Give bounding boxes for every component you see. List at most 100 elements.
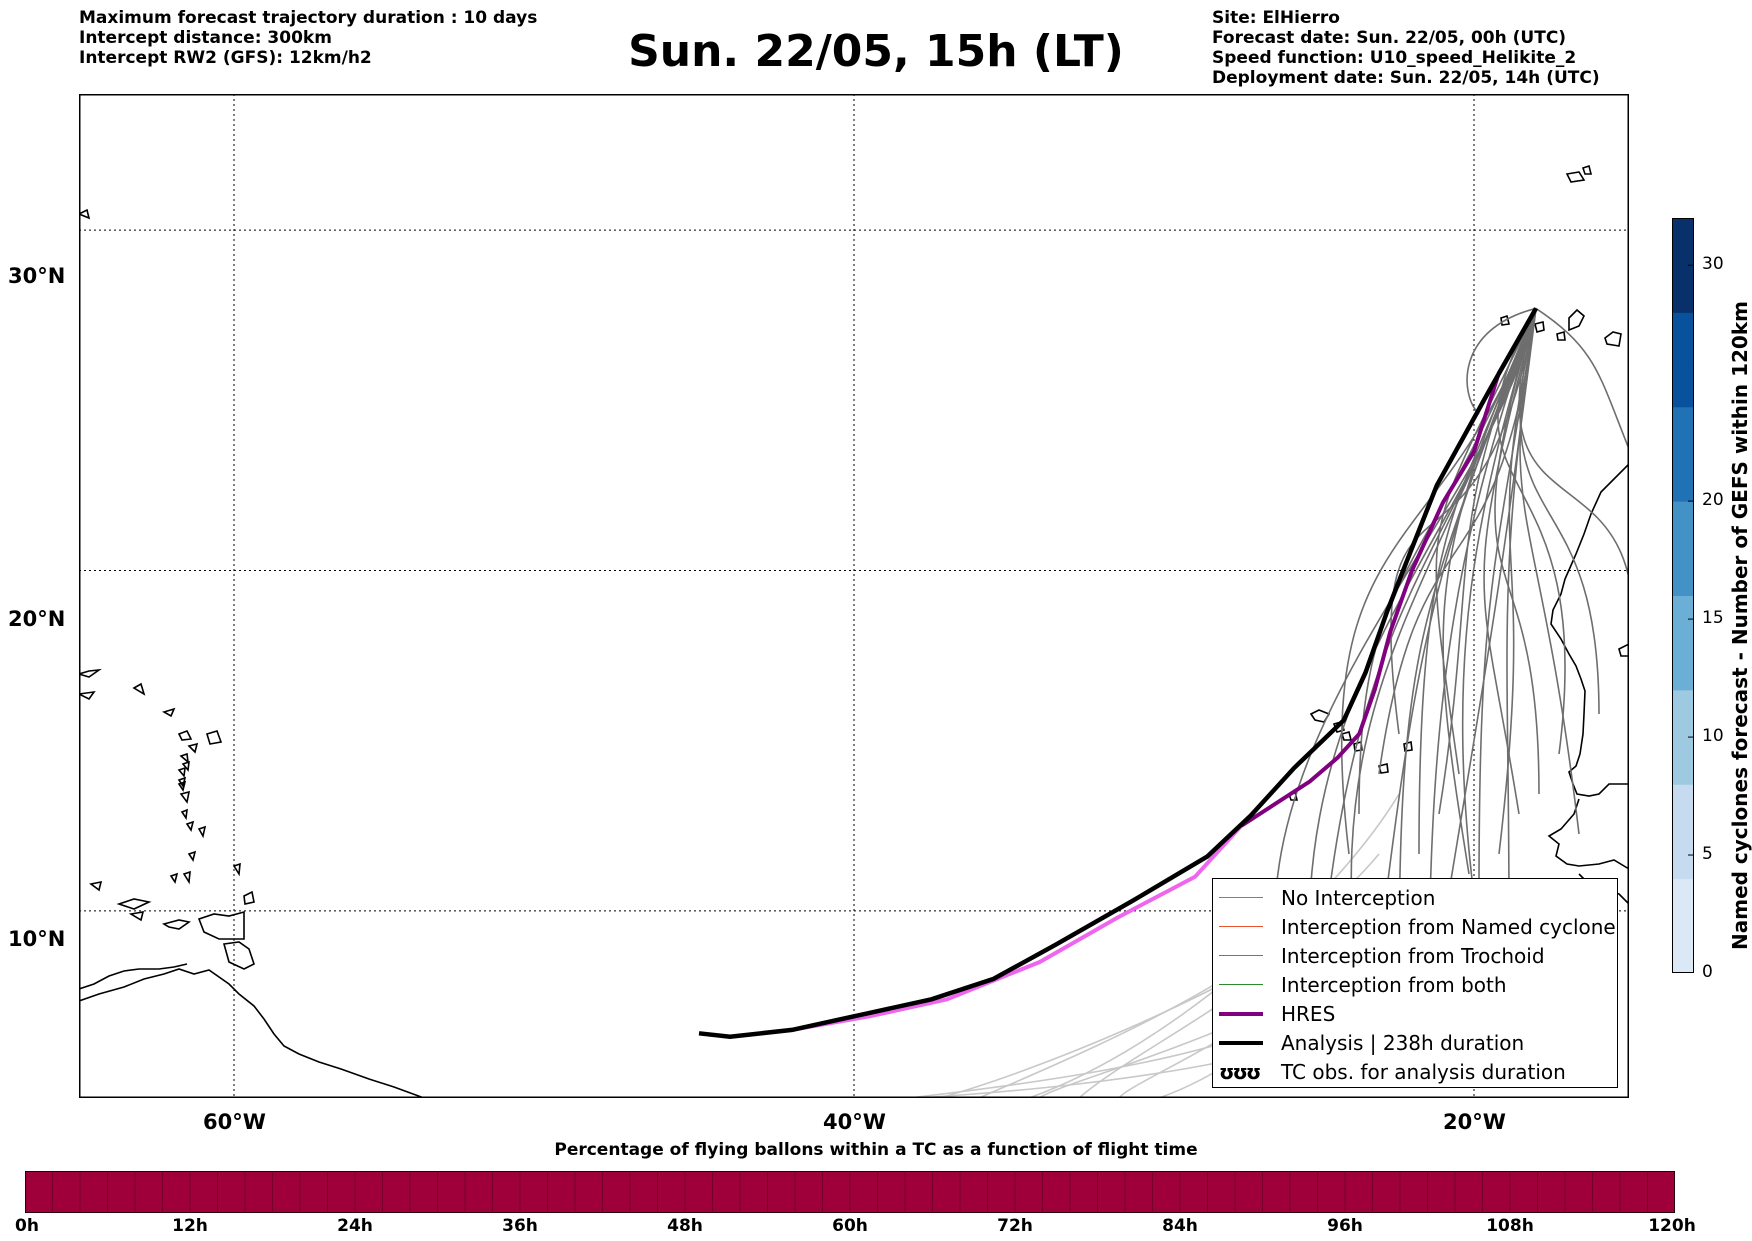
ensemble-trajectory: [1461, 308, 1537, 935]
coastline: [177, 780, 187, 792]
legend-swatch: [1219, 1040, 1263, 1045]
coastline: [161, 919, 191, 930]
coastline: [169, 872, 179, 884]
flight-bar-tick-label: 0h: [15, 1216, 39, 1236]
coastline: [197, 825, 207, 839]
ensemble-trajectory: [1518, 308, 1629, 694]
legend-label: Interception from both: [1281, 972, 1507, 997]
main-trajectories: [698, 307, 1538, 1039]
colorbar-segment: [1672, 878, 1694, 927]
flight-bar-tick-label: 84h: [1162, 1216, 1198, 1236]
coastline: [180, 808, 188, 821]
flight-bar-tick-label: 48h: [667, 1216, 703, 1236]
header-left-line: Maximum forecast trajectory duration : 1…: [79, 8, 538, 28]
coastline: [187, 850, 197, 862]
header-left: Maximum forecast trajectory duration : 1…: [79, 8, 537, 68]
colorbar-segment: [1672, 548, 1694, 596]
coastline: [243, 890, 255, 905]
coastline: [1618, 643, 1629, 657]
legend-item: Analysis | 238h duration: [1213, 1028, 1617, 1057]
legend-swatch: [1219, 897, 1263, 898]
legend-label: Interception from Trochoid: [1281, 943, 1545, 968]
ensemble-trajectory: [1341, 308, 1537, 855]
legend-item: Interception from Named cyclone: [1213, 912, 1617, 941]
lon-tick-label: 60°W: [203, 1110, 266, 1134]
coastline: [177, 729, 193, 741]
coastline: [1353, 740, 1363, 752]
page-title: Sun. 22/05, 15h (LT): [628, 26, 1124, 77]
coastline: [1568, 308, 1585, 332]
colorbar-segment: [1672, 737, 1694, 785]
ensemble-trajectory: [1506, 308, 1537, 915]
colorbar-frame: [1672, 218, 1694, 973]
coastline: [185, 820, 195, 832]
ensemble-faded-trajectory: [918, 1053, 1260, 1098]
coastline: [222, 941, 255, 970]
legend-item: ʊʊʊ TC obs. for analysis duration: [1213, 1057, 1617, 1086]
coastline: [79, 690, 96, 701]
colorbar-tick-label: 0: [1702, 962, 1713, 982]
coastline: [182, 870, 191, 885]
legend-item: Interception from Trochoid: [1213, 941, 1617, 970]
flight-time-bar: [25, 1171, 1675, 1213]
colorbar-segment: [1672, 406, 1694, 455]
legend-label: Analysis | 238h duration: [1281, 1030, 1525, 1055]
coastline: [128, 911, 145, 922]
flight-bar-tick-label: 36h: [502, 1216, 538, 1236]
header-left-line: Intercept RW2 (GFS): 12km/h2: [79, 48, 372, 68]
map-frame: [79, 94, 1629, 1098]
coastline: [1378, 763, 1389, 774]
colorbar-segment: [1672, 642, 1694, 691]
header-right-line: Site: ElHierro: [1212, 8, 1340, 28]
flight-bar-tick-label: 60h: [832, 1216, 868, 1236]
flight-bar-tick-label: 72h: [997, 1216, 1033, 1236]
coastline: [79, 968, 425, 1098]
ensemble-trajectory: [1483, 308, 1537, 815]
colorbar-segment: [1672, 689, 1694, 738]
colorbar-segment: [1672, 501, 1694, 549]
coastline: [116, 898, 152, 910]
ensemble-trajectory: [1428, 308, 1537, 995]
header-left-line: Intercept distance: 300km: [79, 28, 332, 48]
ensemble-trajectory: [1535, 307, 1629, 450]
ensemble-trajectory: [1497, 308, 1566, 755]
coastline: [1340, 731, 1353, 741]
legend-label: No Interception: [1281, 885, 1436, 910]
colorbar-segment: [1672, 359, 1694, 408]
flight-bar-tick-label: 24h: [337, 1216, 373, 1236]
header-right-line: Forecast date: Sun. 22/05, 00h (UTC): [1212, 28, 1567, 48]
flight-bar-title: Percentage of flying ballons within a TC…: [554, 1140, 1198, 1160]
coastline: [1604, 331, 1622, 347]
legend-swatch: [1219, 1011, 1263, 1016]
colorbar-segment: [1672, 218, 1694, 266]
ensemble-trajectory: [1498, 308, 1537, 855]
legend-item: HRES: [1213, 999, 1617, 1028]
coastline: [1547, 798, 1629, 870]
coastline: [79, 208, 91, 220]
map-legend: No Interception Interception from Named …: [1212, 878, 1618, 1088]
legend-label: Interception from Named cyclone: [1281, 914, 1616, 939]
ensemble-trajectory: [1519, 308, 1600, 715]
colorbar-segment: [1672, 784, 1694, 832]
hres-trajectory-late: [729, 824, 1243, 1039]
coastline: [1403, 740, 1413, 752]
tc-symbol-icon: ʊʊʊ: [1219, 1059, 1261, 1084]
coastline: [1556, 330, 1566, 341]
cyclone-colorbar: [1672, 218, 1694, 973]
coastline: [197, 910, 245, 940]
colorbar-tick-label: 5: [1702, 844, 1713, 865]
coastline: [177, 766, 186, 778]
colorbar-tick-label: 15: [1702, 608, 1724, 629]
coastline: [89, 880, 103, 892]
colorbar-segment: [1672, 312, 1694, 361]
coastline: [79, 668, 102, 678]
legend-swatch: [1219, 955, 1263, 956]
lon-tick-label: 40°W: [823, 1110, 886, 1134]
ensemble-trajectory: [1494, 308, 1540, 795]
coastline: [187, 742, 199, 754]
flight-bar-tick-label: 108h: [1486, 1216, 1534, 1236]
ensemble-trajectory: [1398, 308, 1537, 975]
legend-swatch: [1219, 984, 1263, 985]
header-right-line: Speed function: U10_speed_Helikite_2: [1212, 48, 1577, 68]
colorbar-segment: [1672, 453, 1694, 502]
